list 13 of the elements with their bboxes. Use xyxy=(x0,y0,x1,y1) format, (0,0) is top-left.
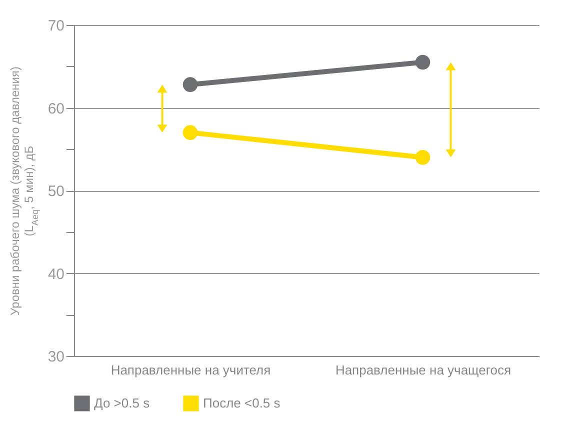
y-tick-label: 60 xyxy=(48,100,64,118)
point xyxy=(182,125,198,140)
y-tick-label: 30 xyxy=(48,348,64,366)
point xyxy=(182,77,198,92)
y-tick-label: 50 xyxy=(48,183,64,200)
legend-label: После <0.5 s xyxy=(203,395,281,410)
point xyxy=(415,150,430,165)
legend-label: До >0.5 s xyxy=(94,395,150,410)
x-tick-label: Направленные на учащегося xyxy=(335,362,512,378)
x-tick-label: Направленные на учителя xyxy=(110,362,271,378)
point xyxy=(415,54,430,70)
y-tick-label: 70 xyxy=(48,18,64,34)
y-tick-label: 40 xyxy=(48,266,64,283)
